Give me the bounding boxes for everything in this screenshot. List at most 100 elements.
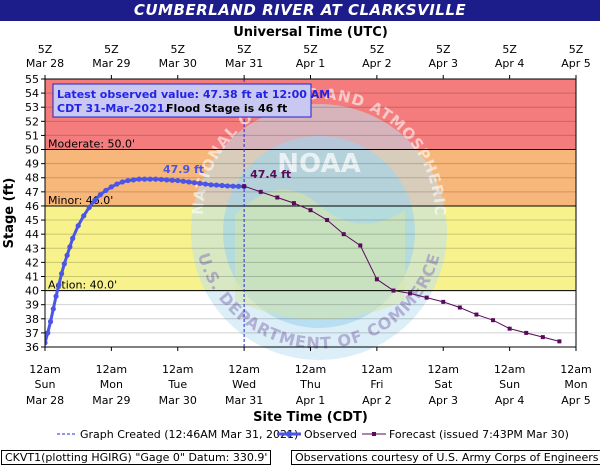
y-tick-label: 47 xyxy=(25,186,39,199)
observed-point xyxy=(61,261,67,267)
observed-point xyxy=(147,176,153,182)
legend-observed-label: Observed xyxy=(304,428,357,441)
x-tick-time: 12am xyxy=(96,363,127,376)
forecast-point xyxy=(258,189,263,194)
observed-point xyxy=(108,184,114,190)
forecast-point xyxy=(291,201,296,206)
forecast-point xyxy=(507,326,512,331)
top-tick-label: 5Z xyxy=(370,43,385,56)
observed-point xyxy=(169,177,175,183)
observed-point xyxy=(130,177,137,183)
top-tick-label: 5Z xyxy=(303,43,318,56)
observed-point xyxy=(64,252,70,258)
y-tick-label: 37 xyxy=(25,327,39,340)
forecast-point xyxy=(341,232,346,237)
observed-point xyxy=(197,180,203,186)
observed-point xyxy=(81,213,87,219)
top-tick-date: Apr 3 xyxy=(428,57,458,70)
x-tick-day: Wed xyxy=(232,378,256,391)
observed-point xyxy=(230,183,236,189)
x-tick-time: 12am xyxy=(560,363,591,376)
observed-point xyxy=(67,244,73,250)
info-latest-value: Latest observed value: 47.38 ft at 12:00… xyxy=(57,88,330,101)
x-tick-date: Apr 4 xyxy=(495,394,525,407)
y-tick-label: 52 xyxy=(25,115,39,128)
x-tick-date: Mar 30 xyxy=(159,394,197,407)
top-tick-label: 5Z xyxy=(569,43,584,56)
observed-point xyxy=(47,319,54,325)
observed-point xyxy=(75,223,81,229)
top-tick-date: Mar 28 xyxy=(26,57,64,70)
observed-point xyxy=(164,177,170,183)
forecast-point xyxy=(275,195,280,200)
observed-point xyxy=(53,293,59,299)
observed-point xyxy=(213,182,220,188)
legend-created-label: Graph Created (12:46AM Mar 31, 2021) xyxy=(80,428,298,441)
observed-point xyxy=(97,192,103,198)
footer-datum: CKVT1(plotting HGIRG) "Gage 0" Datum: 33… xyxy=(5,451,268,464)
chart-title-bar: CUMBERLAND RIVER AT CLARKSVILLE xyxy=(0,0,600,21)
series-layer xyxy=(45,79,562,347)
x-tick-time: 12am xyxy=(295,363,326,376)
x-tick-time: 12am xyxy=(428,363,459,376)
y-tick-label: 55 xyxy=(25,73,39,86)
top-tick-date: Mar 29 xyxy=(92,57,130,70)
y-tick-label: 42 xyxy=(25,256,39,269)
forecast-point xyxy=(557,339,562,344)
top-tick-label: 5Z xyxy=(38,43,53,56)
info-date: CDT 31-Mar-2021. xyxy=(57,102,169,115)
forecast-point xyxy=(358,243,363,248)
top-tick-date: Mar 30 xyxy=(159,57,197,70)
info-box-frame xyxy=(52,83,312,118)
observed-point xyxy=(103,187,109,194)
x-tick-date: Mar 29 xyxy=(92,394,130,407)
y-axis-title: Stage (ft) xyxy=(2,178,17,249)
threshold-label: Action: 40.0' xyxy=(48,279,117,292)
observed-point xyxy=(158,176,164,183)
observed-point xyxy=(136,176,142,182)
observed-point xyxy=(125,177,131,184)
observed-point xyxy=(208,182,214,188)
observed-point xyxy=(45,340,48,346)
top-tick-label: 5Z xyxy=(170,43,185,56)
observed-point xyxy=(191,180,197,186)
x-tick-day: Tue xyxy=(167,378,187,391)
y-tick-label: 50 xyxy=(25,144,39,157)
x-tick-time: 12am xyxy=(494,363,525,376)
x-tick-time: 12am xyxy=(29,363,60,376)
forecast-point xyxy=(325,218,330,223)
y-tick-label: 46 xyxy=(25,200,39,213)
y-tick-label: 38 xyxy=(25,313,39,326)
observed-point xyxy=(175,177,181,184)
y-tick-label: 45 xyxy=(25,214,39,227)
chart-title: CUMBERLAND RIVER AT CLARKSVILLE xyxy=(133,1,467,19)
x-axis-title: Site Time (CDT) xyxy=(253,410,368,425)
footer-courtesy-box: Observations courtesy of U.S. Army Corps… xyxy=(291,450,600,465)
x-tick-date: Apr 5 xyxy=(561,394,591,407)
observed-point xyxy=(141,176,148,182)
watermark-center-text: NOAA xyxy=(277,149,360,179)
x-tick-date: Mar 28 xyxy=(26,394,64,407)
observed-point xyxy=(86,204,92,210)
legend-forecast-label: Forecast (issued 7:43PM Mar 30) xyxy=(389,428,569,441)
threshold-label: Moderate: 50.0' xyxy=(48,138,135,151)
y-tick-label: 54 xyxy=(25,87,39,100)
x-tick-day: Sun xyxy=(499,378,520,391)
x-tick-day: Thu xyxy=(299,378,321,391)
x-tick-date: Apr 2 xyxy=(362,394,392,407)
forecast-point xyxy=(374,277,379,282)
observed-point xyxy=(119,179,126,185)
observed-point xyxy=(202,181,209,187)
observed-point xyxy=(56,282,62,288)
y-tick-label: 48 xyxy=(25,172,39,185)
top-tick-label: 5Z xyxy=(436,43,451,56)
x-tick-day: Mon xyxy=(100,378,123,391)
top-tick-label: 5Z xyxy=(104,43,119,56)
y-tick-label: 41 xyxy=(25,270,39,283)
y-tick-label: 40 xyxy=(25,285,39,298)
observed-point xyxy=(114,181,120,187)
observed-point xyxy=(58,271,65,277)
forecast-point xyxy=(474,312,479,317)
top-tick-date: Apr 5 xyxy=(561,57,591,70)
